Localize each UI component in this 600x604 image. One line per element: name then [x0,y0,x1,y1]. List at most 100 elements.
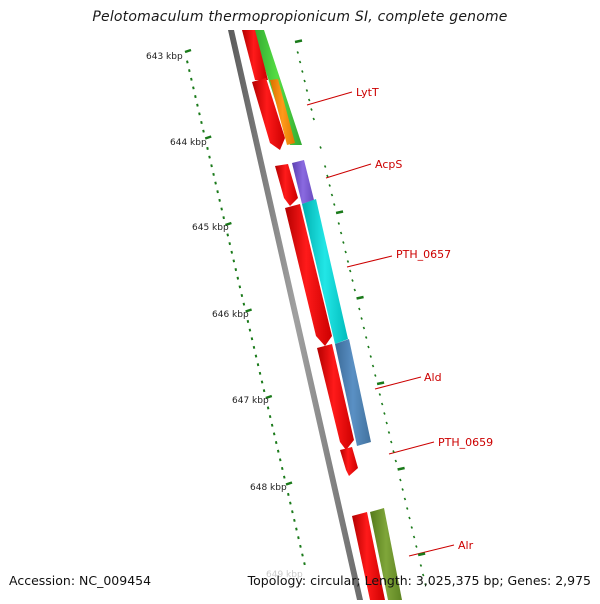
scale-minor-tick [236,276,240,280]
feature-minor-tick [342,241,345,244]
scale-label-643: 643 kbp [146,52,183,62]
scale-label-646: 646 kbp [212,310,249,320]
scale-major-tick [225,221,232,227]
feature-minor-tick [412,535,416,539]
cds-block [352,512,385,600]
feature-minor-tick [303,79,306,83]
scale-minor-tick [280,466,284,471]
gene-label-ald: Ald [424,371,442,384]
scale-minor-tick [238,285,242,289]
feature-minor-tick [415,545,418,548]
feature-minor-tick [362,326,366,330]
scale-minor-tick [254,354,258,358]
scale-label-645: 645 kbp [192,223,229,233]
scale-minor-tick [228,242,232,246]
scale-minor-tick [301,553,304,557]
scale-minor-tick [234,268,238,272]
feature-minor-tick [305,89,309,92]
gene-label-alr: Alr [458,539,474,552]
feature-minor-tick [399,478,402,482]
genome-title: Pelotomaculum thermopropionicum SI, comp… [92,9,508,25]
scale-minor-tick [250,337,254,341]
scale-major-tick [184,48,192,54]
feature-minor-tick [312,117,315,121]
scale-minor-tick [218,198,221,202]
gene-feature-ald [335,339,371,446]
feature-minor-tick [401,488,404,491]
scale-minor-tick [206,146,209,150]
feature-minor-tick [410,526,413,529]
feature-minor-tick [367,345,370,349]
feature-minor-tick [346,260,350,263]
feature-minor-tick [298,60,302,64]
scale-minor-tick [230,250,234,254]
label-leader [346,255,393,268]
feature-minor-tick [358,307,361,311]
scale-minor-tick [283,475,286,479]
scale-minor-tick [198,112,201,116]
scale-minor-tick [190,77,193,81]
scale-minor-tick [303,562,306,566]
genome-backbone [228,30,363,600]
scale-minor-tick [232,259,236,263]
scale-major-tick [245,308,252,313]
feature-minor-tick [392,450,395,453]
scale-minor-tick [220,207,223,211]
cds-arrow [275,164,298,206]
feature-major-tick [356,295,364,300]
feature-minor-tick [339,231,343,235]
gene-label-pth0659: PTH_0659 [438,436,493,449]
scale-minor-tick [274,441,278,445]
feature-minor-tick [383,412,386,415]
feature-minor-tick [406,507,409,510]
label-leader [325,163,372,179]
scale-minor-tick [252,345,256,349]
scale-major-tick [204,135,212,140]
scale-minor-tick [212,172,215,176]
gene-feature-acps [292,160,314,204]
scale-minor-tick [276,449,280,453]
cds-arrow [317,344,354,450]
cds-arrow [285,204,332,346]
feature-major-tick [376,381,385,386]
feature-minor-tick [328,184,331,187]
scale-minor-tick [210,164,213,168]
scale-label-644: 644 kbp [170,138,207,148]
scale-minor-tick [258,371,262,375]
feature-minor-tick [301,70,304,73]
accession-text: Accession: NC_009454 [9,573,152,588]
feature-minor-tick [344,250,347,254]
feature-major-tick [335,210,344,215]
feature-minor-tick [403,497,407,501]
gene-feature-pth0657 [302,199,348,344]
scale-label-648: 648 kbp [250,483,287,493]
scale-major-tick [265,394,273,400]
scale-minor-tick [299,544,302,548]
gene-feature-lytt [270,79,295,145]
feature-minor-tick [380,402,384,406]
cds-block [242,30,268,80]
scale-minor-tick [287,492,290,496]
scale-minor-tick [289,501,292,505]
feature-minor-tick [326,174,329,178]
feature-minor-tick [333,203,336,206]
feature-minor-tick [378,393,382,396]
scale-label-647: 647 kbp [232,396,269,406]
feature-major-tick [397,466,405,471]
scale-ticks [184,39,427,586]
label-leader [388,441,435,455]
scale-minor-tick [248,328,252,332]
feature-minor-tick [394,459,398,463]
label-leader [408,544,455,557]
scale-minor-tick [266,406,270,410]
scale-minor-tick [295,527,298,531]
feature-minor-tick [387,431,391,434]
feature-minor-tick [385,421,388,425]
scale-minor-tick [242,302,246,306]
scale-minor-tick [186,60,189,64]
feature-minor-tick [330,193,334,197]
scale-minor-tick [194,95,197,99]
feature-minor-tick [349,269,352,273]
scale-major-tick [285,481,293,486]
label-leader [306,91,353,106]
